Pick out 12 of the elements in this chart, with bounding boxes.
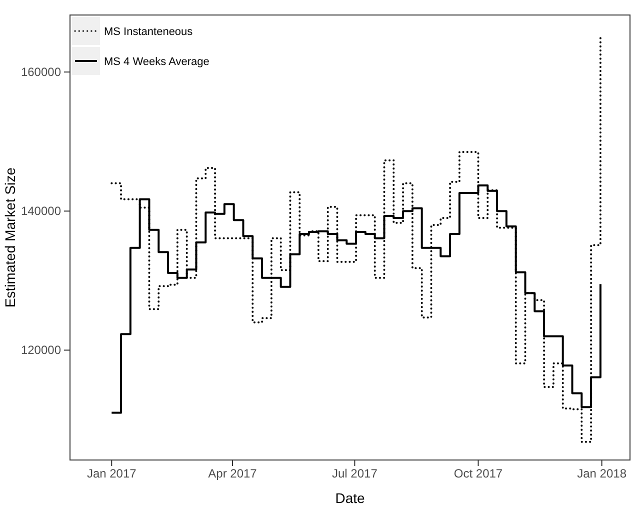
x-tick-label: Jul 2017 — [332, 466, 378, 481]
x-tick-label: Jan 2018 — [577, 466, 627, 481]
y-tick-label: 120000 — [20, 342, 62, 357]
legend-label: MS 4 Weeks Average — [104, 56, 210, 68]
y-tick-label: 160000 — [20, 64, 62, 79]
x-tick-label: Apr 2017 — [208, 466, 258, 481]
x-axis-title: Date — [335, 490, 365, 506]
y-axis-title: Estimated Market Size — [2, 167, 18, 308]
y-tick-label: 140000 — [20, 204, 62, 218]
x-tick-label: Jan 2017 — [86, 466, 137, 481]
legend-label: MS Instanteneous — [104, 26, 194, 38]
x-tick-label: Oct 2017 — [454, 466, 503, 481]
